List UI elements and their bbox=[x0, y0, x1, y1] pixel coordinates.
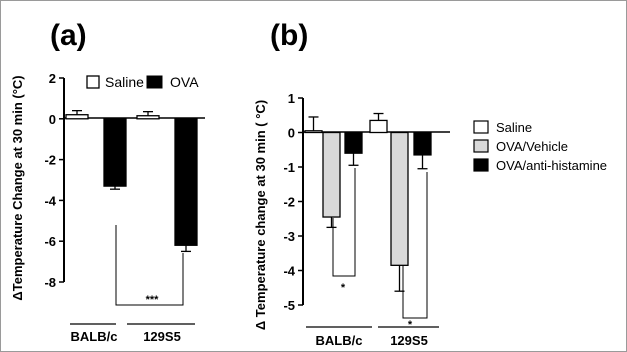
panel-a-bars bbox=[65, 109, 198, 253]
panel-b-sig-bracket-2 bbox=[402, 172, 428, 319]
panel-a-ticks: 2 0 -2 -4 -6 -8 bbox=[44, 71, 64, 290]
panel-a-y-axis-title: ΔTemperature Change at 30 min (°C) bbox=[10, 75, 25, 300]
panel-a-y-tick-label: -4 bbox=[44, 193, 56, 208]
panel-a-bar bbox=[65, 114, 89, 120]
legend-a-saline-label: Saline bbox=[105, 74, 144, 90]
legend-b-saline-swatch bbox=[473, 120, 489, 134]
panel-b-bar bbox=[304, 130, 323, 134]
legend-a-ova-swatch bbox=[146, 75, 163, 89]
legend-b-ova-vehicle-swatch bbox=[473, 139, 489, 153]
panel-a-sig-bracket bbox=[115, 225, 184, 306]
panel-b-y-tick-label: -4 bbox=[283, 264, 295, 279]
panel-b-group-label-2: 129S5 bbox=[390, 333, 428, 348]
panel-a-y-tick-label: -8 bbox=[44, 275, 56, 290]
panel-b-sig-bracket-1 bbox=[332, 168, 356, 277]
panel-b-y-tick-label: 0 bbox=[288, 126, 295, 141]
panel-a-bar bbox=[103, 118, 127, 187]
panel-b-bar bbox=[390, 131, 409, 266]
panel-b-y-tick-label: -3 bbox=[283, 229, 295, 244]
panel-b-group-label-1: BALB/c bbox=[316, 333, 363, 348]
panel-b-y-axis-title: Δ Temperature change at 30 min ( °C) bbox=[253, 100, 268, 330]
panel-b-bar bbox=[413, 131, 432, 156]
panel-b-y-tick-label: 1 bbox=[288, 91, 295, 106]
panel-b-y-tick-label: -2 bbox=[283, 195, 295, 210]
panel-b-bar bbox=[344, 131, 363, 154]
panel-a-group-label-2: 129S5 bbox=[143, 329, 181, 344]
legend-b-ova-vehicle-label: OVA/Vehicle bbox=[496, 139, 568, 154]
panel-b-label: (b) bbox=[270, 19, 308, 52]
legend-a-ova-label: OVA bbox=[170, 74, 199, 90]
panel-b-sig-label-2: * bbox=[408, 319, 413, 331]
panel-a-bar bbox=[174, 118, 198, 246]
panel-b: (b) Δ Temperature change at 30 min ( °C)… bbox=[253, 19, 607, 348]
legend-b-ova-antihistamine-swatch bbox=[473, 158, 489, 172]
legend-a-saline-swatch bbox=[86, 75, 100, 89]
panel-b-bars bbox=[304, 112, 432, 292]
legend-b-ova-antihistamine-label: OVA/anti-histamine bbox=[496, 158, 607, 173]
panel-b-y-tick-label: -5 bbox=[283, 298, 295, 313]
panel-b-bar bbox=[322, 131, 341, 218]
panel-b-sig-label-1: * bbox=[341, 282, 346, 294]
panel-a-label: (a) bbox=[50, 19, 87, 52]
panel-a-y-tick-label: 2 bbox=[49, 71, 56, 86]
panel-a-y-tick-label: -2 bbox=[44, 153, 56, 168]
panel-a-y-tick-label: -6 bbox=[44, 234, 56, 249]
legend-b-saline-label: Saline bbox=[496, 120, 532, 135]
panel-a-sig-label: *** bbox=[146, 294, 160, 306]
panel-b-y-tick-label: -1 bbox=[283, 160, 295, 175]
panel-a: (a) ΔTemperature Change at 30 min (°C) 2… bbox=[10, 19, 205, 344]
panel-a-group-label-1: BALB/c bbox=[71, 329, 118, 344]
panel-a-bar bbox=[136, 115, 160, 120]
panel-b-bar bbox=[369, 119, 388, 134]
panel-b-ticks: 1 0 -1 -2 -3 -4 -5 bbox=[283, 91, 303, 313]
panel-a-y-tick-label: 0 bbox=[49, 112, 56, 127]
